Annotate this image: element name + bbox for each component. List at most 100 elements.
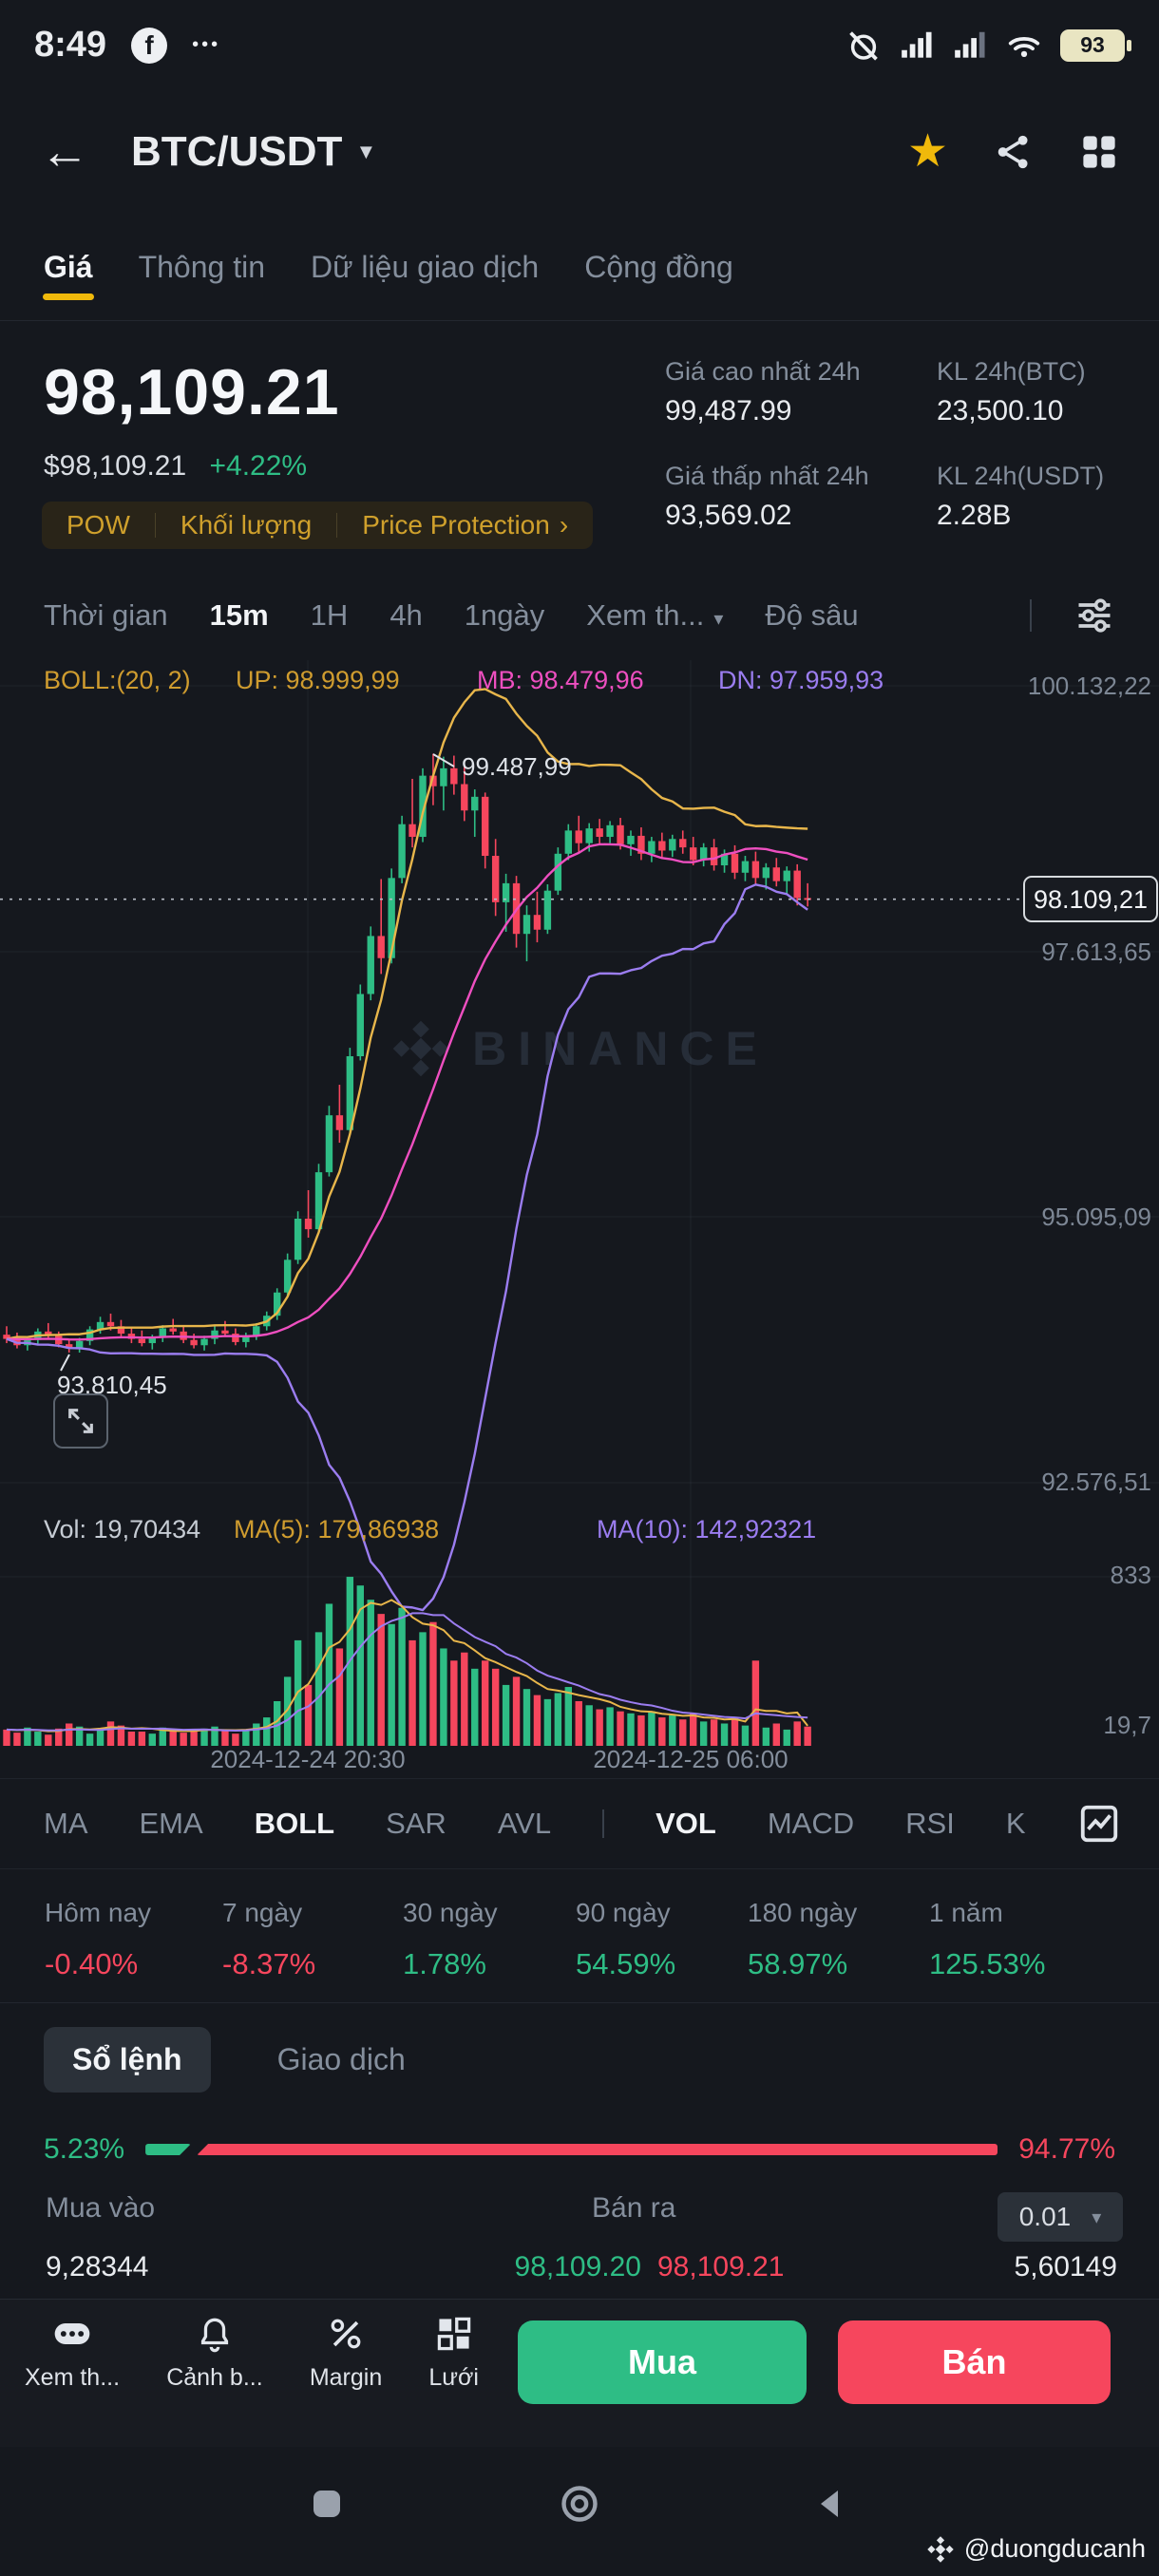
stat-high-label: Giá cao nhất 24h — [665, 357, 861, 386]
precision-dropdown[interactable]: 0.01 ▾ — [998, 2192, 1123, 2242]
bell-icon — [200, 2318, 229, 2353]
more-actions-button[interactable]: Xem th... — [25, 2313, 120, 2392]
tab-cong-dong[interactable]: Cộng đồng — [584, 227, 733, 308]
wifi-icon — [1008, 36, 1040, 57]
last-price-badge-value: 98.109,21 — [1034, 885, 1148, 914]
sell-button[interactable]: Bán — [838, 2320, 1111, 2404]
tab-cong-dong-label: Cộng đồng — [584, 249, 733, 284]
perf-30d-label: 30 ngày — [403, 1898, 498, 1927]
timeframe-4h[interactable]: 4h — [390, 597, 423, 632]
orderbook-row[interactable]: 9,28344 98,109.20 98,109.21 5,60149 — [0, 2251, 1159, 2299]
perf-180d-value: 58.97% — [748, 1947, 848, 1980]
tab-gia[interactable]: Giá — [42, 227, 94, 308]
token-tags[interactable]: POW Khối lượng Price Protection › — [42, 502, 594, 549]
indicator-ma[interactable]: MA — [44, 1807, 88, 1840]
tab-giao-dich[interactable]: Giao dịch — [276, 2041, 406, 2076]
pair-dropdown-caret-icon[interactable]: ▼ — [355, 140, 377, 163]
tab-du-lieu-giao-dich[interactable]: Dữ liệu giao dịch — [311, 227, 539, 308]
alerts-label: Cảnh b... — [166, 2364, 263, 2391]
margin-label: Margin — [309, 2364, 383, 2391]
clock: 8:49 — [34, 25, 107, 65]
depth-button[interactable]: Độ sâu — [765, 597, 859, 632]
bottom-action-bar: Xem th... Cảnh b... Margin Lư — [0, 2299, 1159, 2447]
perf-180d: 180 ngày 58.97% — [748, 1898, 929, 2000]
boll-settings-label[interactable]: BOLL:(20, 2) — [44, 666, 191, 694]
battery-indicator: 93 — [1060, 28, 1131, 62]
depth-ratio-bar — [145, 2144, 998, 2155]
indicator-boll[interactable]: BOLL — [254, 1807, 335, 1840]
price-chart[interactable]: BOLL:(20, 2) UP: 98.999,99 MB: 98.479,96… — [0, 660, 1159, 1776]
edit-indicators-icon[interactable] — [1077, 1802, 1121, 1846]
grid-trading-button[interactable]: Lưới — [428, 2313, 479, 2392]
alerts-button[interactable]: Cảnh b... — [166, 2313, 263, 2392]
tab-so-lenh[interactable]: Sổ lệnh — [44, 2026, 211, 2093]
buy-price: 98,109.20 — [514, 2251, 641, 2282]
volume-value[interactable]: Vol: 19,70434 — [44, 1515, 200, 1544]
x-axis-label-1: 2024-12-24 20:30 — [210, 1745, 405, 1773]
chart-toolbar: Thời gian 15m 1H 4h 1ngày Xem th... ▾ Độ … — [0, 570, 1159, 660]
active-tab-underline — [42, 293, 94, 300]
alarm-off-icon — [849, 30, 878, 61]
perf-90d-label: 90 ngày — [576, 1898, 671, 1927]
boll-mb-value: MB: 98.479,96 — [477, 666, 644, 694]
perf-90d: 90 ngày 54.59% — [576, 1898, 748, 2000]
favorite-star-icon[interactable]: ★ — [906, 126, 948, 177]
chevron-right-icon: › — [559, 510, 569, 540]
indicator-vol[interactable]: VOL — [656, 1807, 716, 1840]
high-annotation: 99.487,99 — [462, 752, 572, 781]
last-price-badge: 98.109,21 — [1023, 876, 1158, 922]
tag-khoi-luong[interactable]: Khối lượng — [180, 510, 313, 540]
fullscreen-chart-button[interactable] — [53, 1393, 108, 1449]
indicator-avl[interactable]: AVL — [497, 1807, 552, 1840]
sell-price: 98,109.21 — [657, 2251, 785, 2282]
indicator-kdj[interactable]: K — [1005, 1807, 1026, 1840]
tag-price-protection[interactable]: Price Protection › — [362, 510, 568, 540]
perf-1y: 1 năm 125.53% — [929, 1898, 1159, 2000]
battery-percent: 93 — [1080, 32, 1105, 57]
binance-diamond-icon — [927, 2535, 954, 2563]
toolbar-divider — [1030, 598, 1032, 632]
volume-ma10: MA(10): 142,92321 — [597, 1515, 816, 1544]
buy-column-label: Mua vào — [46, 2192, 156, 2224]
margin-button[interactable]: Margin — [310, 2313, 382, 2392]
change-percent: +4.22% — [209, 450, 308, 482]
back-button-icon[interactable] — [813, 2485, 851, 2523]
tab-thong-tin[interactable]: Thông tin — [139, 227, 265, 308]
boll-dn-value: DN: 97.959,93 — [718, 666, 884, 694]
boll-up-value: UP: 98.999,99 — [236, 666, 400, 694]
stat-volbtc-value: 23,500.10 — [937, 395, 1064, 426]
buy-button[interactable]: Mua — [518, 2320, 807, 2404]
cellular-signal-icon — [902, 31, 932, 58]
perf-today-label: Hôm nay — [45, 1898, 152, 1927]
indicator-sar[interactable]: SAR — [386, 1807, 446, 1840]
indicator-ema[interactable]: EMA — [139, 1807, 203, 1840]
notification-dots-icon: ••• — [192, 34, 221, 55]
time-label: Thời gian — [44, 597, 168, 632]
facebook-icon: f — [131, 27, 168, 64]
candlesticks — [3, 753, 811, 1354]
back-button[interactable]: ← — [40, 124, 89, 180]
home-button-icon[interactable] — [559, 2483, 600, 2525]
android-navigation-bar — [0, 2447, 1159, 2561]
chart-settings-icon[interactable] — [1074, 595, 1115, 636]
timeframe-15m[interactable]: 15m — [209, 597, 269, 632]
indicator-rsi[interactable]: RSI — [905, 1807, 955, 1840]
sell-column-label: Bán ra — [592, 2192, 676, 2224]
pair-title[interactable]: BTC/USDT — [131, 128, 343, 175]
timeframe-1h[interactable]: 1H — [310, 597, 349, 632]
recents-button-icon[interactable] — [308, 2485, 346, 2523]
sell-percent: 94.77% — [1018, 2133, 1115, 2165]
tag-pow[interactable]: POW — [66, 510, 130, 540]
timeframe-1day[interactable]: 1ngày — [464, 597, 545, 632]
perf-7d: 7 ngày -8.37% — [222, 1898, 403, 2000]
tag-separator — [336, 513, 338, 538]
share-icon[interactable] — [994, 132, 1034, 172]
grid-bot-icon — [437, 2317, 470, 2351]
binance-watermark-text: BINANCE — [472, 1022, 769, 1075]
grid-markets-icon[interactable] — [1079, 132, 1119, 172]
timeframe-more-dropdown[interactable]: Xem th... ▾ — [586, 598, 723, 633]
caret-down-icon: ▾ — [713, 608, 724, 630]
indicator-macd[interactable]: MACD — [767, 1807, 855, 1840]
perf-1y-value: 125.53% — [929, 1947, 1046, 1980]
usd-price: $98,109.21 — [44, 450, 187, 482]
